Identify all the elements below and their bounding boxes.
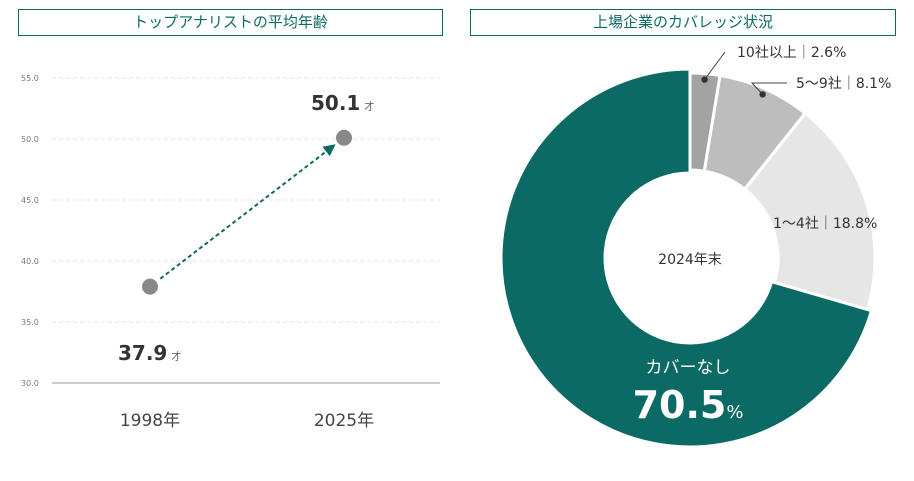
slice-callout-label: 10社以上｜2.6% (737, 45, 846, 61)
right-chart-title: 上場企業のカバレッジ状況 (470, 9, 896, 36)
main-slice-label: カバーなし (646, 358, 731, 378)
left-chart-title: トップアナリストの平均年齢 (18, 9, 443, 36)
donut-center-label: 2024年末 (658, 252, 722, 268)
donut-slice (742, 111, 877, 312)
y-tick-label: 50.0 (21, 135, 39, 144)
y-tick-label: 55.0 (21, 74, 39, 83)
y-tick-label: 30.0 (21, 379, 39, 388)
data-point (142, 278, 158, 295)
y-tick-label: 45.0 (21, 196, 39, 205)
donut-slice (688, 71, 722, 173)
callout-leader-line (704, 51, 726, 80)
data-value-label: 37.9 才 (118, 341, 181, 365)
data-value-label: 50.1 才 (311, 91, 374, 115)
data-point (336, 129, 352, 146)
callout-dot (701, 76, 708, 83)
main-slice-value: 70.5% (633, 383, 744, 427)
y-tick-label: 40.0 (21, 257, 39, 266)
x-category-label: 2025年 (314, 411, 374, 431)
age-line-chart: 30.0 35.0 40.0 45.0 50.0 55.0 1998年 2025年 37.9… (21, 74, 440, 431)
donut-slice (499, 67, 874, 449)
slice-callout-label: 1〜4社｜18.8% (773, 216, 877, 232)
callout-dot (759, 91, 766, 98)
donut-slice (702, 73, 808, 192)
callout-leader-line (750, 82, 787, 95)
x-category-label: 1998年 (120, 411, 180, 431)
y-tick-label: 35.0 (21, 318, 39, 327)
slice-callout-label: 5〜9社｜8.1% (796, 76, 891, 92)
trend-arrow (159, 144, 336, 280)
